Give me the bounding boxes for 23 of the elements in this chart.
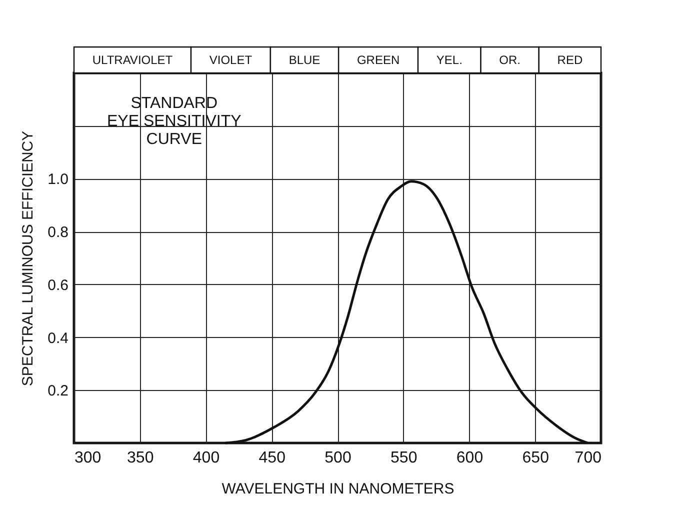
- x-tick-label: 550: [390, 450, 418, 466]
- y-tick-label: 0.6: [48, 276, 68, 294]
- text: YEL.: [436, 53, 462, 67]
- x-tick-label: 500: [324, 450, 352, 466]
- y-tick-label: 1.0: [48, 171, 68, 188]
- x-tick-label: 300: [74, 450, 102, 466]
- x-tick-label: 400: [192, 450, 220, 466]
- text: GREEN: [356, 53, 400, 67]
- y-tick-label: 0.8: [48, 224, 68, 242]
- y-axis-title: SPECTRAL LUMINOUS EFFICIENCY: [20, 130, 37, 386]
- x-tick-label: 450: [258, 450, 286, 466]
- x-axis-title: WAVELENGTH IN NANOMETERS: [222, 480, 454, 498]
- x-tick-label: 700: [574, 450, 602, 466]
- x-tick-label: 600: [456, 450, 484, 466]
- text: RED: [557, 53, 583, 67]
- text: ULTRAVIOLET: [92, 53, 174, 67]
- text: OR.: [499, 53, 521, 67]
- y-tick-label: 0.2: [48, 382, 68, 400]
- x-tick-label: 350: [127, 450, 154, 466]
- x-tick-label: 650: [522, 450, 550, 466]
- y-tick-label: 0.4: [48, 330, 68, 347]
- text: VIOLET: [209, 53, 253, 67]
- text: BLUE: [288, 53, 320, 67]
